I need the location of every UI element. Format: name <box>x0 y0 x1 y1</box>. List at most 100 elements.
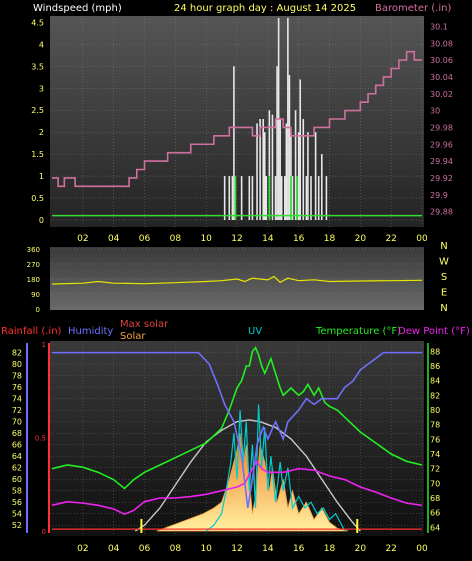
humidity-tick-label: 60 <box>12 475 22 484</box>
temp-x-tick-label: 08 <box>170 544 182 554</box>
compass-label: N <box>440 303 447 314</box>
temp-x-tick-label: 20 <box>355 544 367 554</box>
wind-panel-axes: 0 0.5 1 1.5 2 2.5 3 3.5 4 4.5 29.88 29.9 29.92 29.94 2… <box>31 18 453 244</box>
humidity-tick-label: 76 <box>12 383 22 392</box>
barometer-tick-label: 29.92 <box>430 174 453 183</box>
windspeed-tick-label: 0 <box>39 216 44 225</box>
windspeed-tick-label: 1.5 <box>31 150 44 159</box>
barometer-tick-label: 29.96 <box>430 140 453 149</box>
rainfall-legend-label: Rainfall (.in) <box>1 326 62 337</box>
compass-label: W <box>439 257 449 268</box>
humidity-tick-label: 78 <box>12 372 22 381</box>
temperature-panel-marks <box>51 346 423 533</box>
humidity-tick-label: 82 <box>12 349 22 358</box>
temp-x-tick-label: 16 <box>293 544 305 554</box>
humidity-tick-label: 52 <box>12 521 22 530</box>
direction-tick-label: 270 <box>27 261 40 269</box>
humidity-tick-label: 64 <box>12 452 22 461</box>
wind-direction-line <box>51 275 423 285</box>
temperature-line <box>51 346 423 490</box>
compass-label: E <box>441 288 447 299</box>
rainfall-tick-label: 0.5 <box>35 435 46 443</box>
humidity-tick-label: 56 <box>12 498 22 507</box>
humidity-tick-label: 62 <box>12 464 22 473</box>
barometer-tick-label: 29.9 <box>430 191 448 200</box>
temp-x-tick-label: 04 <box>108 544 120 554</box>
wind-x-tick-label: 18 <box>324 234 336 244</box>
direction-tick-label: 360 <box>27 246 40 254</box>
max-solar-line <box>134 419 361 532</box>
temperature-tick-label: 76 <box>430 435 440 444</box>
temp-x-tick-label: 00 <box>416 544 428 554</box>
windspeed-axis-title: Windspeed (mph) <box>33 3 122 14</box>
temperature-tick-label: 82 <box>430 391 440 400</box>
direction-tick-label: 180 <box>27 276 40 284</box>
barometer-tick-label: 30.08 <box>430 39 453 48</box>
wind-x-tick-label: 12 <box>231 234 242 244</box>
temperature-panel-axes: 02 04 06 08 10 12 14 16 1 8 2 0 22 00 52 54 56 58 60 62 64 66… <box>12 341 440 554</box>
temperature-tick-label: 64 <box>430 523 440 532</box>
barometer-tick-label: 30.02 <box>430 90 453 99</box>
barometer-line <box>52 50 422 188</box>
wind-x-tick-label: 22 <box>385 234 396 244</box>
wind-x-tick-label: 00 <box>416 234 428 244</box>
compass-label: S <box>441 272 447 283</box>
wind-x-tick-label: 14 <box>262 234 274 244</box>
wind-x-tick-label: 04 <box>108 234 120 244</box>
wind-x-tick-label: 08 <box>170 234 182 244</box>
humidity-tick-label: 70 <box>12 418 22 427</box>
temperature-tick-label: 68 <box>430 494 440 503</box>
humidity-tick-label: 74 <box>12 395 22 404</box>
solar-legend-label: Solar <box>120 331 146 342</box>
barometer-tick-label: 29.94 <box>430 157 453 166</box>
uv-line <box>205 404 346 532</box>
windspeed-tick-label: 1 <box>39 172 44 181</box>
rainfall-tick-label: 0 <box>42 528 46 536</box>
windspeed-tick-label: 4.5 <box>31 18 44 27</box>
humidity-line <box>52 351 422 509</box>
barometer-axis-title: Barometer (.in) <box>375 3 451 14</box>
temp-x-tick-label: 02 <box>77 544 88 554</box>
temperature-tick-label: 80 <box>430 406 440 415</box>
barometer-tick-label: 30.1 <box>430 22 448 31</box>
temp-x-tick-label: 12 <box>231 544 242 554</box>
compass-label: N <box>440 241 447 252</box>
wind-x-tick-label: 06 <box>139 234 151 244</box>
humidity-tick-label: 80 <box>12 360 22 369</box>
wind-panel-marks <box>52 18 422 220</box>
direction-panel-marks <box>51 275 423 285</box>
temperature-tick-label: 66 <box>430 509 440 518</box>
rainfall-tick-label: 1 <box>42 341 46 349</box>
humidity-legend-label: Humidity <box>68 326 113 337</box>
temp-x-tick-label: 06 <box>139 544 151 554</box>
temp-x-tick-label: 10 <box>200 544 212 554</box>
windspeed-tick-label: 4 <box>39 40 44 49</box>
humidity-tick-label: 68 <box>12 429 22 438</box>
direction-tick-label: 0 <box>36 306 40 314</box>
windspeed-tick-label: 2 <box>39 128 44 137</box>
temperature-tick-label: 74 <box>430 450 440 459</box>
temp-x-tick-label: 22 <box>385 544 396 554</box>
temperature-tick-label: 86 <box>430 362 440 371</box>
temperature-tick-label: 72 <box>430 465 440 474</box>
humidity-tick-label: 58 <box>12 487 22 496</box>
windspeed-tick-label: 3 <box>39 84 44 93</box>
windspeed-tick-label: 3.5 <box>31 62 44 71</box>
temperature-tick-label: 84 <box>430 377 440 386</box>
barometer-tick-label: 29.88 <box>430 208 453 217</box>
max-solar-legend-label: Max solar <box>120 319 169 330</box>
temperature-tick-label: 78 <box>430 421 440 430</box>
wind-x-tick-label: 20 <box>355 234 367 244</box>
temperature-tick-label: 70 <box>430 479 440 488</box>
uv-legend-label: UV <box>248 326 262 337</box>
direction-tick-label: 90 <box>31 291 40 299</box>
temp-x-tick-label: 14 <box>262 544 274 554</box>
wind-x-tick-label: 10 <box>200 234 212 244</box>
barometer-tick-label: 30.06 <box>430 56 453 65</box>
temperature-legend-label: Temperature (°F) <box>315 326 401 337</box>
page-title: 24 hour graph day : August 14 2025 <box>174 3 356 14</box>
humidity-tick-label: 54 <box>12 510 22 519</box>
temperature-tick-label: 88 <box>430 347 440 356</box>
